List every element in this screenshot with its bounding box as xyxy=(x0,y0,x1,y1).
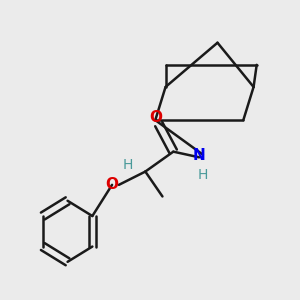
Text: H: H xyxy=(198,168,208,182)
Text: O: O xyxy=(150,110,163,125)
Text: H: H xyxy=(123,158,134,172)
Text: N: N xyxy=(193,148,206,163)
Text: O: O xyxy=(106,177,118,192)
